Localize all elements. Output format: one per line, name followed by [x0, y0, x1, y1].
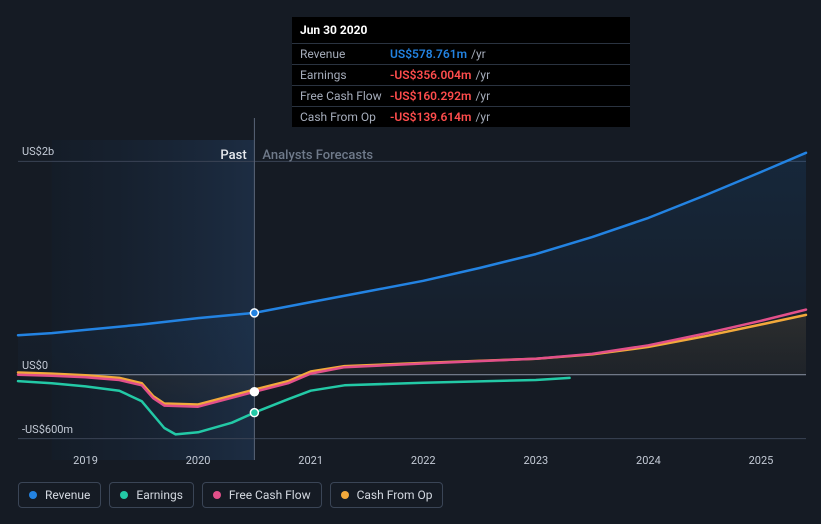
financials-chart: US$2b US$0 -US$600m 2019 2020 2021 2022 2023 20… [0, 0, 821, 524]
legend-item-revenue[interactable]: Revenue [18, 482, 101, 508]
x-axis-label: 2022 [411, 454, 436, 467]
tooltip-row: Earnings-US$356.004m/yr [292, 64, 630, 85]
legend-swatch [120, 491, 128, 499]
legend-item-free_cash_flow[interactable]: Free Cash Flow [202, 482, 322, 508]
x-axis-label: 2024 [636, 454, 661, 467]
chart-legend: Revenue Earnings Free Cash Flow Cash From O… [18, 482, 443, 508]
hover-marker-revenue [250, 309, 258, 317]
x-axis-label: 2023 [523, 454, 548, 467]
tooltip-unit: /yr [475, 110, 490, 124]
tooltip-row: Cash From Op-US$139.614m/yr [292, 106, 630, 127]
tooltip-metric-value: -US$139.614m [390, 110, 471, 124]
tooltip-metric-label: Earnings [300, 68, 390, 82]
legend-item-earnings[interactable]: Earnings [109, 482, 194, 508]
y-axis-label: US$0 [22, 359, 48, 372]
region-label-past: Past [220, 148, 246, 163]
legend-swatch [341, 491, 349, 499]
legend-label: Free Cash Flow [229, 488, 311, 502]
legend-item-cash_from_op[interactable]: Cash From Op [330, 482, 444, 508]
legend-label: Earnings [136, 488, 183, 502]
tooltip-metric-value: -US$356.004m [390, 68, 471, 82]
tooltip-unit: /yr [475, 68, 490, 82]
legend-label: Revenue [45, 488, 90, 502]
legend-swatch [29, 491, 37, 499]
legend-label: Cash From Op [357, 488, 433, 502]
past-region [52, 140, 255, 460]
y-axis-label: US$2b [22, 145, 54, 158]
hover-marker-free_cash_flow [250, 388, 258, 396]
tooltip-metric-value: US$578.761m [390, 47, 467, 61]
tooltip-date: Jun 30 2020 [292, 17, 630, 43]
tooltip-metric-label: Cash From Op [300, 110, 390, 124]
region-label-forecast: Analysts Forecasts [262, 148, 373, 163]
tooltip-metric-value: -US$160.292m [390, 89, 471, 103]
tooltip-unit: /yr [475, 89, 490, 103]
tooltip-row: RevenueUS$578.761m/yr [292, 43, 630, 64]
x-axis-label: 2025 [749, 454, 774, 467]
tooltip-unit: /yr [471, 47, 486, 61]
tooltip-metric-label: Free Cash Flow [300, 89, 390, 103]
x-axis-label: 2021 [298, 454, 323, 467]
legend-swatch [213, 491, 221, 499]
tooltip-metric-label: Revenue [300, 47, 390, 61]
tooltip-row: Free Cash Flow-US$160.292m/yr [292, 85, 630, 106]
x-axis-label: 2019 [73, 454, 98, 467]
x-axis-label: 2020 [186, 454, 211, 467]
y-axis-label: -US$600m [22, 423, 73, 436]
hover-marker-earnings [250, 409, 258, 417]
hover-tooltip: Jun 30 2020 RevenueUS$578.761m/yrEarning… [292, 17, 630, 127]
